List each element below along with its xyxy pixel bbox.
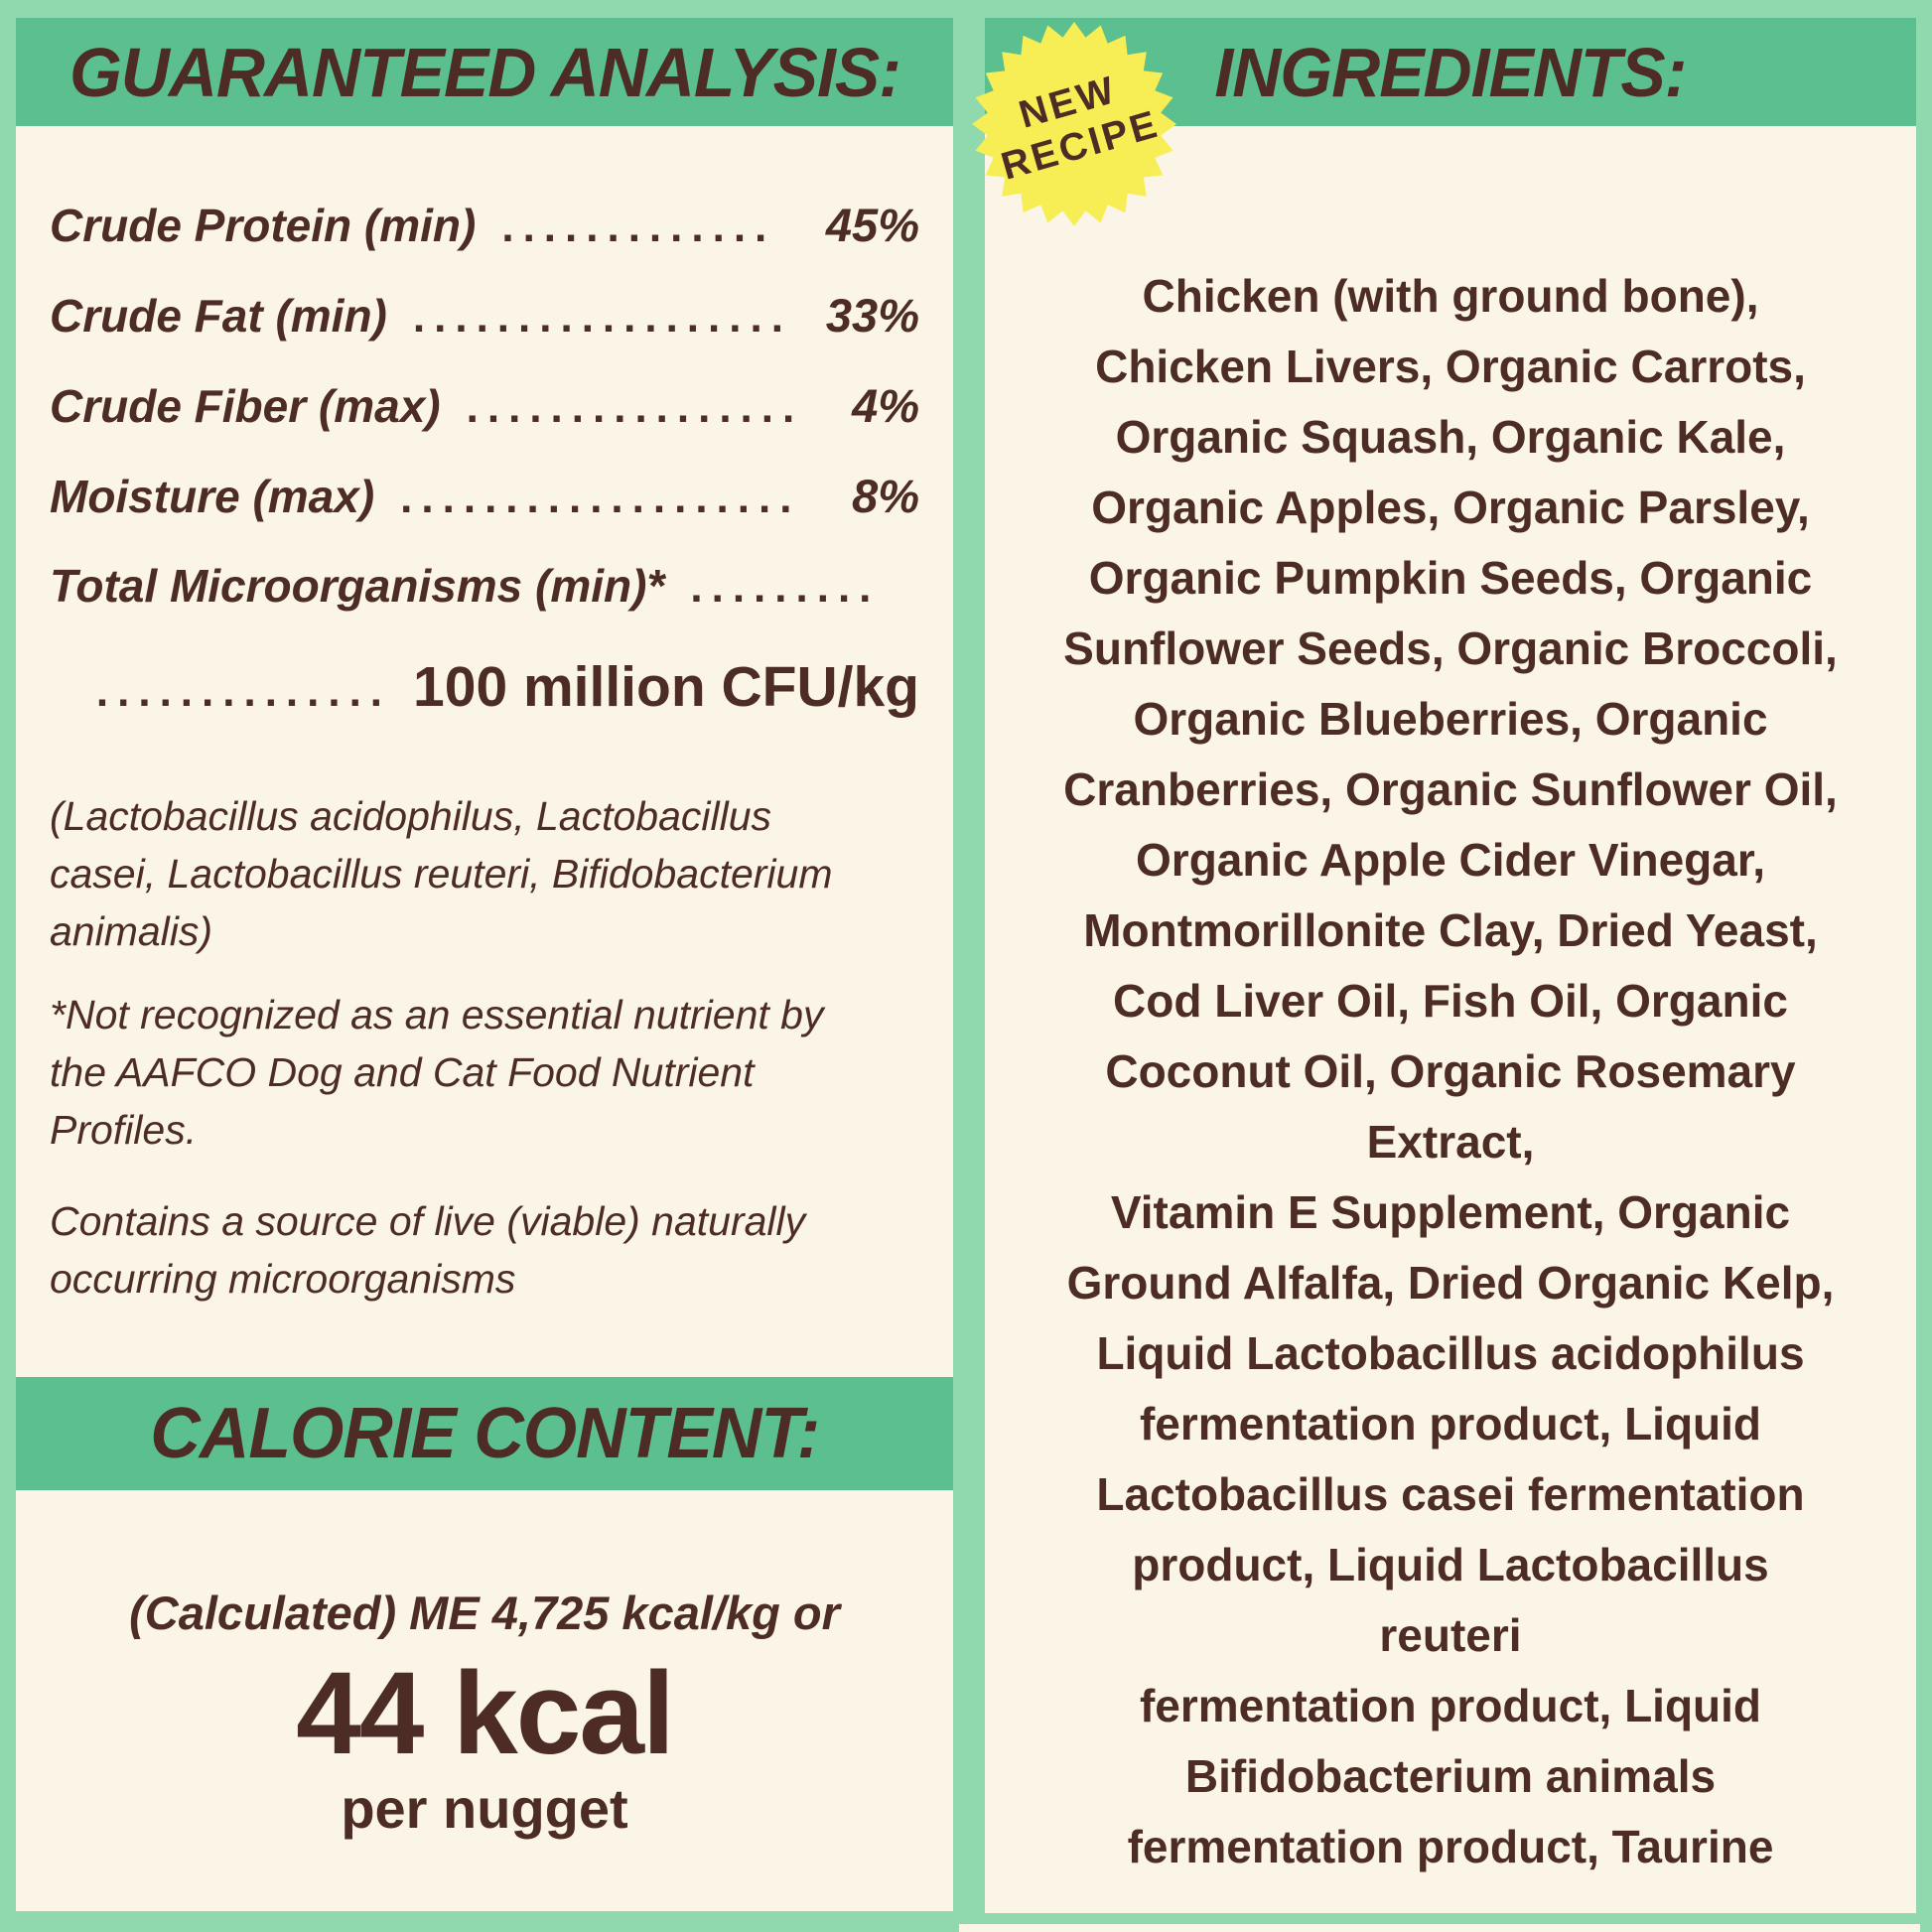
analysis-label: Crude Protein (min) xyxy=(50,200,477,251)
analysis-value: 33% xyxy=(825,289,919,342)
ingredient-line: fermentation product, Liquid xyxy=(1139,1680,1762,1731)
starburst-icon xyxy=(972,22,1176,226)
ingredients-list: Chicken (with ground bone), Chicken Live… xyxy=(985,126,1916,1882)
cfu-value-line: .............. 100 million CFU/kg xyxy=(50,637,919,742)
kcal-value: 44 kcal xyxy=(296,1648,675,1779)
ingredient-line: Cod Liver Oil, Fish Oil, Organic xyxy=(1113,975,1788,1027)
analysis-label: Crude Fat (min) xyxy=(50,290,387,342)
ingredient-line: Liquid Lactobacillus acidophilus xyxy=(1096,1327,1805,1379)
ingredient-line: Cranberries, Organic Sunflower Oil, xyxy=(1063,763,1838,815)
analysis-value: 8% xyxy=(852,470,919,522)
analysis-label: Total Microorganisms (min)* xyxy=(50,560,665,612)
footnote-line: Profiles. xyxy=(50,1107,198,1153)
analysis-row-moisture: Moisture (max) ................... 8% xyxy=(50,451,919,541)
analysis-value: 45% xyxy=(825,199,919,251)
ingredient-line: Organic Apple Cider Vinegar, xyxy=(1136,834,1765,886)
ingredient-line: Organic Blueberries, Organic xyxy=(1133,693,1768,745)
aafco-footnote: *Not recognized as an essential nutrient… xyxy=(50,986,919,1159)
ingredient-line: Organic Squash, Organic Kale, xyxy=(1115,411,1786,463)
dot-leader: ......... xyxy=(690,563,881,612)
live-microorganisms-note: Contains a source of live (viable) natur… xyxy=(50,1192,919,1308)
species-line: animalis) xyxy=(50,908,213,954)
ingredient-line: Chicken Livers, Organic Carrots, xyxy=(1095,341,1806,392)
dot-leader: ............. xyxy=(501,203,776,251)
calorie-content-header-band: CALORIE CONTENT: xyxy=(16,1377,953,1490)
ingredients-panel: INGREDIENTS: NEW RECIPE Chicken (with gr… xyxy=(972,18,1916,1913)
next-section-edge xyxy=(959,1924,1920,1932)
ingredient-line: Vitamin E Supplement, Organic xyxy=(1110,1186,1791,1238)
ingredient-line: Montmorillonite Clay, Dried Yeast, xyxy=(1083,904,1818,956)
dot-leader: .............. xyxy=(95,667,392,716)
ingredient-line: fermentation product, Taurine xyxy=(1127,1821,1774,1872)
cfu-value: 100 million CFU/kg xyxy=(413,655,919,719)
ingredient-line: product, Liquid Lactobacillus xyxy=(1132,1539,1769,1590)
footnote-line: the AAFCO Dog and Cat Food Nutrient xyxy=(50,1049,755,1095)
analysis-row-crude-fiber: Crude Fiber (max) ................ 4% xyxy=(50,360,919,451)
calorie-content-title: CALORIE CONTENT: xyxy=(150,1394,820,1473)
ingredient-line: Sunflower Seeds, Organic Broccoli, xyxy=(1063,622,1838,674)
guaranteed-analysis-header-band: GUARANTEED ANALYSIS: xyxy=(16,18,953,126)
new-recipe-badge: NEW RECIPE xyxy=(970,20,1178,228)
ingredient-line: Organic Pumpkin Seeds, Organic xyxy=(1088,552,1813,604)
guaranteed-analysis-panel: GUARANTEED ANALYSIS: Crude Protein (min)… xyxy=(16,18,953,1911)
guaranteed-analysis-title: GUARANTEED ANALYSIS: xyxy=(69,33,901,111)
analysis-label: Crude Fiber (max) xyxy=(50,380,441,432)
ingredient-line: Ground Alfalfa, Dried Organic Kelp, xyxy=(1066,1257,1835,1309)
contains-line: Contains a source of live (viable) natur… xyxy=(50,1198,806,1244)
ingredients-title: INGREDIENTS: xyxy=(1214,33,1687,111)
species-line: casei, Lactobacillus reuteri, Bifidobact… xyxy=(50,851,833,897)
microorganism-species-note: (Lactobacillus acidophilus, Lactobacillu… xyxy=(50,787,919,960)
species-line: (Lactobacillus acidophilus, Lactobacillu… xyxy=(50,793,772,839)
analysis-row-crude-protein: Crude Protein (min) ............. 45% xyxy=(50,180,919,270)
ingredient-line: fermentation product, Liquid xyxy=(1139,1398,1762,1449)
dot-leader: ................ xyxy=(466,383,804,432)
footnote-line: *Not recognized as an essential nutrient… xyxy=(50,992,824,1037)
ingredient-line: Lactobacillus casei fermentation xyxy=(1096,1468,1805,1520)
contains-line: occurring microorganisms xyxy=(50,1256,516,1302)
per-unit-label: per nugget xyxy=(341,1777,628,1840)
analysis-label: Moisture (max) xyxy=(50,471,375,522)
dot-leader: .................. xyxy=(412,293,792,342)
analysis-value: 4% xyxy=(852,379,919,432)
analysis-row-crude-fat: Crude Fat (min) .................. 33% xyxy=(50,270,919,360)
analysis-rows: Crude Protein (min) ............. 45% Cr… xyxy=(50,126,919,631)
ingredient-line: Organic Apples, Organic Parsley, xyxy=(1091,482,1810,533)
calculated-me-line: (Calculated) ME 4,725 kcal/kg or xyxy=(129,1587,840,1639)
ingredient-line: Extract, xyxy=(1366,1116,1535,1168)
analysis-row-total-microorganisms: Total Microorganisms (min)* ......... xyxy=(50,541,919,631)
ingredient-line: Coconut Oil, Organic Rosemary xyxy=(1105,1045,1796,1097)
dot-leader: ................... xyxy=(400,474,801,522)
ingredient-line: reuteri xyxy=(1379,1609,1522,1661)
ingredient-line: Bifidobacterium animals xyxy=(1184,1750,1717,1802)
guaranteed-analysis-content: Crude Protein (min) ............. 45% Cr… xyxy=(16,126,953,1838)
ingredient-line: Chicken (with ground bone), xyxy=(1142,270,1759,322)
